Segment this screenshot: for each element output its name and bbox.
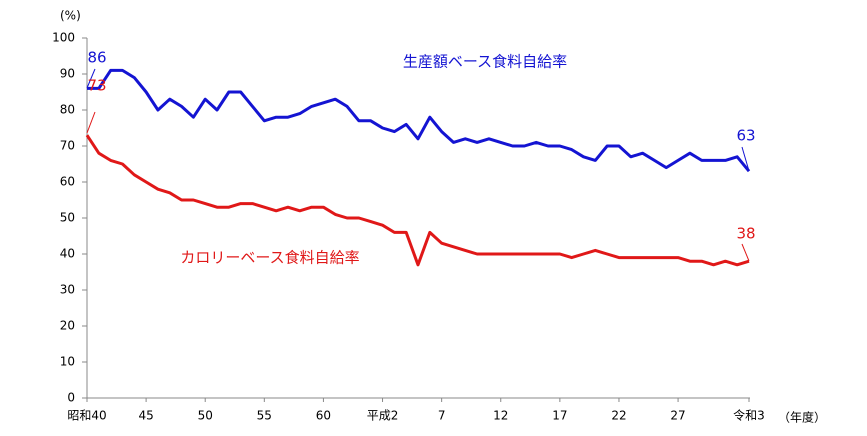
x-axis-label: （年度） (778, 410, 826, 425)
y-tick-label: 20 (60, 319, 75, 333)
y-tick-label: 0 (67, 391, 75, 405)
x-tick-label: 45 (138, 409, 153, 423)
y-tick-label: 30 (60, 283, 75, 297)
y-tick-label: 80 (60, 103, 75, 117)
data-label: 73 (87, 77, 106, 95)
y-axis-label: (%) (60, 9, 81, 23)
x-tick-label: 55 (257, 409, 272, 423)
y-tick-label: 90 (60, 67, 75, 81)
y-tick-label: 40 (60, 247, 75, 261)
x-tick-label: 27 (670, 409, 685, 423)
data-label: 63 (736, 127, 755, 145)
leader-line (86, 111, 96, 134)
x-tick-label: 60 (316, 409, 331, 423)
leader-line (86, 68, 96, 89)
x-tick-label: 17 (552, 409, 567, 423)
series-line (85, 134, 750, 267)
y-tick-label: 60 (60, 175, 75, 189)
x-tick-label: 7 (438, 409, 446, 423)
data-label: 86 (87, 49, 106, 67)
series-name: 生産額ベース食料自給率 (403, 53, 567, 71)
y-tick-label: 100 (52, 31, 75, 45)
x-tick-label: 令和3 (733, 408, 765, 423)
series-name: カロリーベース食料自給率 (180, 249, 359, 267)
x-tick-label: 22 (611, 409, 626, 423)
series-line (87, 68, 751, 173)
leader-line (741, 146, 750, 172)
x-tick-label: 平成2 (367, 409, 399, 423)
leader-line (741, 243, 750, 262)
y-tick-label: 50 (60, 211, 75, 225)
x-tick-label: 12 (493, 409, 508, 423)
x-tick-label: 昭和40 (67, 409, 106, 423)
y-tick-label: 70 (60, 139, 75, 153)
data-label: 38 (736, 225, 755, 243)
x-tick-label: 50 (198, 409, 213, 423)
y-tick-label: 10 (60, 355, 75, 369)
